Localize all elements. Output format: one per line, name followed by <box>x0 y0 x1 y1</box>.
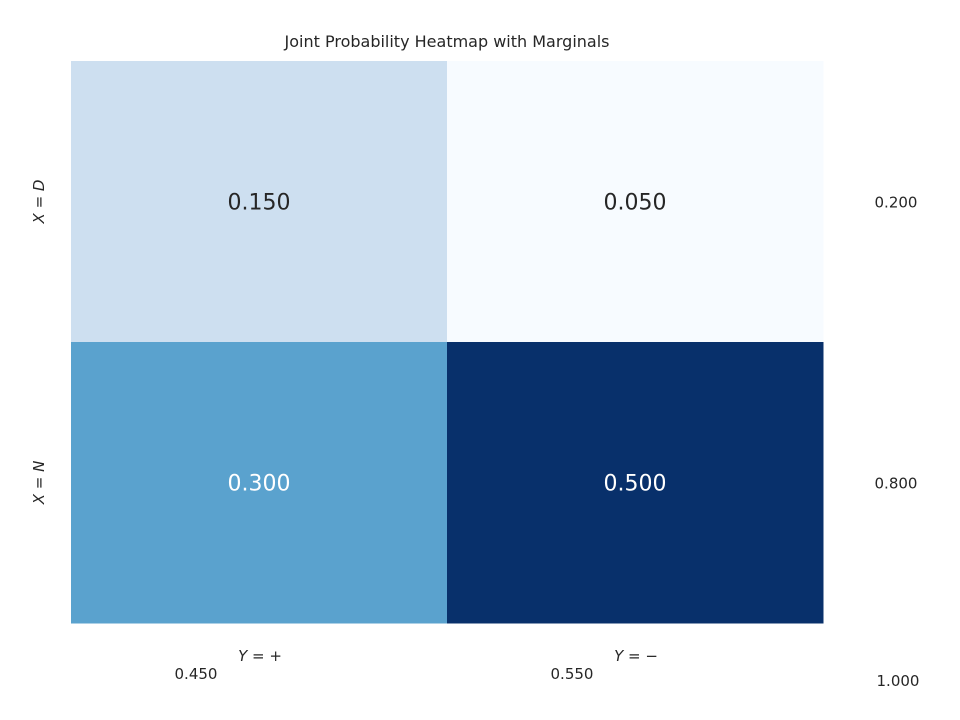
cell-value-label-r0c1: 0.050 <box>604 191 667 216</box>
col-marginal-1: 0.550 <box>551 665 594 683</box>
heatmap-cells <box>71 61 824 624</box>
heatmap-cell-r0c1 <box>447 61 824 343</box>
row-marginal-0: 0.200 <box>875 194 918 212</box>
chart-title: Joint Probability Heatmap with Marginals <box>284 32 610 51</box>
cell-value-label-r1c1: 0.500 <box>604 472 667 497</box>
row-label-1: X = N <box>30 461 48 506</box>
row-label-0: X = D <box>30 180 48 225</box>
grand-total: 1.000 <box>877 672 920 690</box>
col-marginal-0: 0.450 <box>175 665 218 683</box>
col-label-0: Y = + <box>238 647 282 665</box>
cell-value-label-r1c0: 0.300 <box>228 472 291 497</box>
heatmap-cell-r0c0 <box>71 61 448 343</box>
heatmap-cell-r1c0 <box>71 342 448 624</box>
col-label-1: Y = − <box>614 647 658 665</box>
cell-value-label-r0c0: 0.150 <box>228 191 291 216</box>
heatmap-cell-r1c1 <box>447 342 824 624</box>
row-marginal-1: 0.800 <box>875 475 918 493</box>
heatmap-labels: 0.150 0.050 0.300 0.500 X = D X = N 0.200 0.800… <box>30 180 919 690</box>
